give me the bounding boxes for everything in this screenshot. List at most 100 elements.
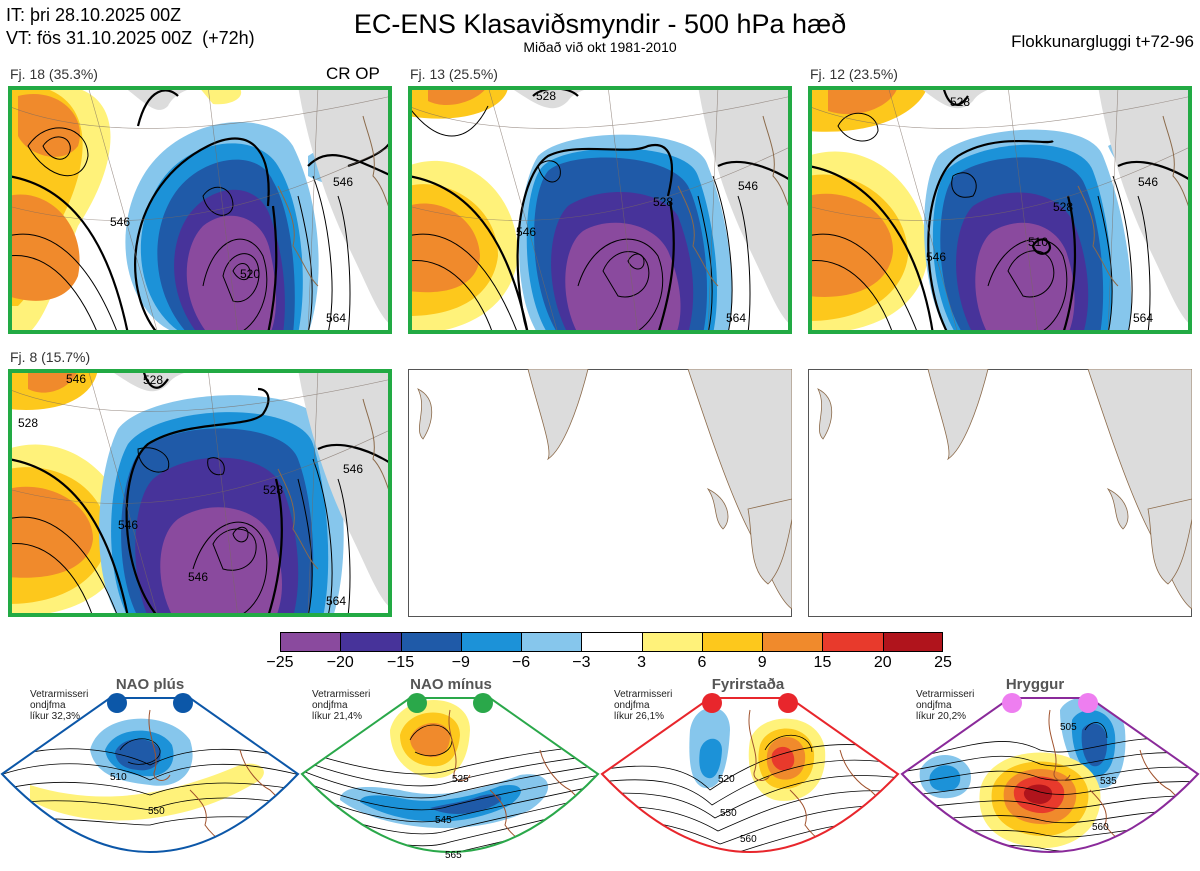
panel-4-label: Fj. 8 (15.7%) xyxy=(10,349,91,365)
regime-3-marker-dot xyxy=(778,693,798,713)
colorbar-tick-label: 6 xyxy=(697,654,707,671)
colorbar-tick-label: 15 xyxy=(813,654,832,671)
empty-map-5 xyxy=(408,369,792,617)
regime-3-name: Fyrirstaða xyxy=(711,676,785,693)
panel-2-label: Fj. 13 (25.5%) xyxy=(410,66,498,82)
panel-3-highlight-border xyxy=(808,86,1192,334)
colorbar xyxy=(280,632,943,652)
colorbar-segment xyxy=(641,632,702,652)
panel-2-contour-label: 546 xyxy=(738,179,758,193)
panel-1-contour-label: 564 xyxy=(326,311,346,325)
regime-2-contour-label: 545 xyxy=(435,815,452,826)
regime-info-line: líkur 32,3% xyxy=(30,711,81,722)
regime-4-marker-dot xyxy=(1002,693,1022,713)
colorbar-segment xyxy=(581,632,642,652)
valid-time: VT: fös 31.10.2025 00Z (+72h) xyxy=(6,28,255,48)
regime-3-contour-label: 520 xyxy=(718,774,735,785)
panel-3-label: Fj. 12 (23.5%) xyxy=(810,66,898,82)
header-left: IT: þri 28.10.2025 00Z VT: fös 31.10.202… xyxy=(6,4,255,50)
regime-info-line: líkur 21,4% xyxy=(312,711,363,722)
regime-3-contour-label: 550 xyxy=(720,808,737,819)
colorbar-segment xyxy=(701,632,763,652)
page-title: EC-ENS Klasaviðsmyndir - 500 hPa hæð xyxy=(353,9,847,39)
colorbar-tick-label: −25 xyxy=(266,654,294,671)
panel-4-contour-label: 546 xyxy=(188,570,208,584)
panel-1-contour-label: 520 xyxy=(240,267,260,281)
panel-4-contour-label: 528 xyxy=(18,416,38,430)
regime-1-info: Vetrarmisseri ondjfma líkur 32,3% xyxy=(30,689,88,722)
panel-2-contour-label: 546 xyxy=(516,225,536,239)
empty-map-6 xyxy=(808,369,1192,617)
regime-4-name: Hryggur xyxy=(1005,676,1065,693)
colorbar-segment xyxy=(882,632,943,652)
regime-3-contour-label: 560 xyxy=(740,834,757,845)
panel-3-contour-label: 546 xyxy=(926,250,946,264)
colorbar-segment xyxy=(460,632,522,652)
panel-3-contour-label: 546 xyxy=(1138,175,1158,189)
classification-window: Flokkunargluggi t+72-96 xyxy=(1011,32,1194,51)
colorbar-segment xyxy=(400,632,461,652)
panel-1-label: Fj. 18 (35.3%) xyxy=(10,66,98,82)
regime-1-contour-label: 550 xyxy=(148,806,165,817)
regime-1-name: NAO plús xyxy=(115,676,185,693)
regime-1-marker-dot xyxy=(107,693,127,713)
colorbar-tick-label: −6 xyxy=(511,654,531,671)
cluster-map-1: 520 546 546 564 xyxy=(8,86,392,334)
regime-info-line: Vetrarmisseri xyxy=(916,689,975,700)
regime-2-marker-dot xyxy=(473,693,493,713)
regime-3-info: Vetrarmisseri ondjfma líkur 26,1% xyxy=(614,689,672,722)
cluster-map-2: 528 546 528 546 564 xyxy=(408,86,792,334)
panel-4-contour-label: 546 xyxy=(343,462,363,476)
colorbar-segment xyxy=(521,632,582,652)
regime-4-contour-label: 505 xyxy=(1060,722,1077,733)
regime-4-contour-label: 535 xyxy=(1100,776,1117,787)
colorbar-tick-label: 25 xyxy=(934,654,952,671)
panel-2-highlight-border xyxy=(408,86,792,334)
regime-1-marker-dot xyxy=(173,693,193,713)
panel-2-contour-label: 564 xyxy=(726,311,746,325)
colorbar-segment xyxy=(340,632,401,652)
colorbar-tick-label: 20 xyxy=(873,654,892,671)
regime-2-marker-dot xyxy=(407,693,427,713)
regime-3-marker-dot xyxy=(702,693,722,713)
regime-4-info: Vetrarmisseri ondjfma líkur 20,2% xyxy=(916,689,974,722)
panel-3-contour-label: 528 xyxy=(1053,200,1073,214)
regime-2-info: Vetrarmisseri ondjfma líkur 21,4% xyxy=(312,689,370,722)
regime-1-contour-label: 510 xyxy=(110,772,127,783)
regime-map-ridge: 505 535 560 xyxy=(900,693,1200,853)
panel-3-contour-label: 510 xyxy=(1028,235,1048,249)
cluster-map-3: 528 546 546 528 510 564 xyxy=(808,86,1192,334)
colorbar-tick-label: 9 xyxy=(757,654,767,671)
regime-info-line: Vetrarmisseri xyxy=(30,689,89,700)
panel-4-highlight-border xyxy=(8,369,392,617)
panel-1-op-label: CR OP xyxy=(326,64,380,83)
regime-4-contour-label: 560 xyxy=(1092,822,1109,833)
regime-2-contour-label: 525 xyxy=(452,774,469,785)
panel-3-contour-label: 564 xyxy=(1133,311,1153,325)
regime-2-contour-label: 565 xyxy=(445,850,462,861)
regime-info-line: ondjfma xyxy=(312,700,348,711)
regime-info-line: líkur 26,1% xyxy=(614,711,665,722)
colorbar-tick-label: 3 xyxy=(637,654,647,671)
cluster-map-4: 546 528 528 546 546 528 546 564 xyxy=(8,369,392,617)
regime-info-line: líkur 20,2% xyxy=(916,711,967,722)
panel-4-contour-label: 546 xyxy=(118,518,138,532)
regime-2-name: NAO mínus xyxy=(410,676,492,693)
regime-map-nao-minus: 525 545 565 xyxy=(300,693,600,861)
panel-1-contour-label: 546 xyxy=(333,175,353,189)
colorbar-tick-label: −3 xyxy=(572,654,591,671)
colorbar-segment xyxy=(762,632,823,652)
init-time: IT: þri 28.10.2025 00Z xyxy=(6,5,182,25)
regime-info-line: ondjfma xyxy=(916,700,952,711)
panel-2-contour-label: 528 xyxy=(653,195,673,209)
regime-info-line: Vetrarmisseri xyxy=(614,689,673,700)
colorbar-tick-label: −15 xyxy=(386,654,415,671)
panel-1-highlight-border xyxy=(8,86,392,334)
regime-info-line: ondjfma xyxy=(30,700,66,711)
panel-4-contour-label: 528 xyxy=(143,373,163,387)
colorbar-segment xyxy=(822,632,883,652)
regime-4-marker-dot xyxy=(1078,693,1098,713)
panel-3-contour-label: 528 xyxy=(950,95,970,109)
colorbar-tick-label: −9 xyxy=(451,654,470,671)
regime-map-blocking: 520 550 560 xyxy=(600,693,900,853)
